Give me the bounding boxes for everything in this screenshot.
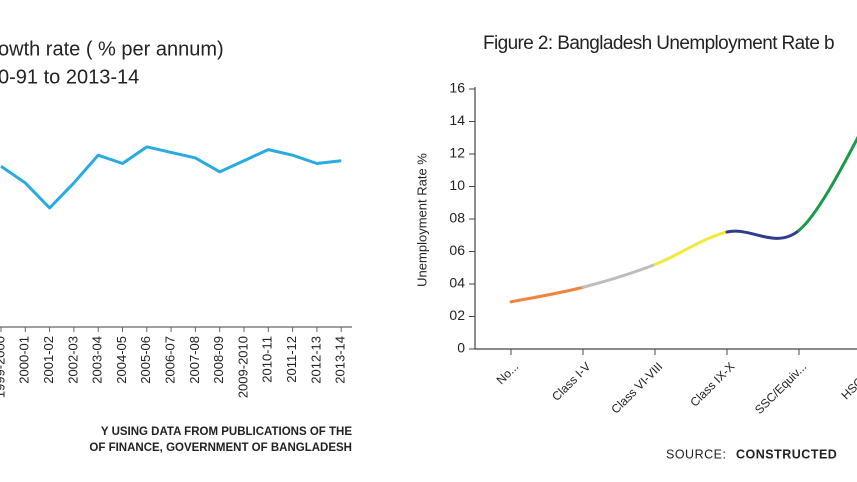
curve-segment xyxy=(797,135,857,232)
y-tick-label: 08 xyxy=(449,210,465,226)
x-tick-label: 2002-03 xyxy=(65,336,80,384)
x-tick-label: HSC/E... xyxy=(838,359,857,402)
y-axis-label: Unemployment Rate % xyxy=(414,153,429,287)
x-tick-label: 2010-11 xyxy=(260,336,275,383)
curve-segment xyxy=(725,228,801,240)
x-tick-label: No... xyxy=(494,359,522,387)
y-tick-label: 14 xyxy=(449,112,465,128)
x-tick-label: 2006-07 xyxy=(163,336,178,384)
y-tick-label: 0 xyxy=(457,340,465,356)
x-tick-label: 1999-2000 xyxy=(0,336,7,398)
x-tick-label: 2003-04 xyxy=(90,336,105,384)
x-tick-label: Class IX-X xyxy=(687,359,737,409)
y-tick-label: 10 xyxy=(449,177,465,193)
y-tick-label: 04 xyxy=(449,275,465,291)
y-tick-label: 12 xyxy=(449,145,465,161)
x-tick-label: 2012-13 xyxy=(308,336,323,384)
x-tick-label: Class VI-VIII xyxy=(608,359,665,416)
y-tick-label: 06 xyxy=(449,242,465,258)
x-tick-label: 2009-2010 xyxy=(235,336,250,398)
x-tick-label: Class I-V xyxy=(549,359,593,403)
right-source-label: SOURCE: xyxy=(666,447,726,461)
left-subtitle: 0-91 to 2013-14 xyxy=(0,66,139,88)
y-tick-label: 16 xyxy=(449,80,465,96)
x-tick-label: SSC/Equiv... xyxy=(752,359,809,416)
right-source: CONSTRUCTED xyxy=(736,447,837,461)
curve-segment xyxy=(509,285,585,304)
left-title: owth rate ( % per annum) xyxy=(0,38,224,60)
x-tick-label: 2000-01 xyxy=(17,336,32,384)
x-tick-label: 2004-05 xyxy=(114,336,129,384)
left-source: Y USING DATA FROM PUBLICATIONS OF THE xyxy=(101,426,352,438)
x-tick-label: 2001-02 xyxy=(41,336,56,384)
x-tick-label: 2007-08 xyxy=(187,336,202,384)
y-tick-label: 02 xyxy=(449,307,465,323)
x-tick-label: 2005-06 xyxy=(138,336,153,384)
right-title: Figure 2: Bangladesh Unemployment Rate b xyxy=(483,33,834,54)
x-tick-label: 2013-14 xyxy=(333,336,348,384)
x-tick-label: 2008-09 xyxy=(211,336,226,384)
left-source: OF FINANCE, GOVERNMENT OF BANGLADESH xyxy=(89,442,352,454)
curve-segment xyxy=(653,230,729,266)
data-line xyxy=(0,145,342,210)
x-tick-label: 2011-12 xyxy=(284,336,299,383)
curve-segment xyxy=(581,263,657,289)
